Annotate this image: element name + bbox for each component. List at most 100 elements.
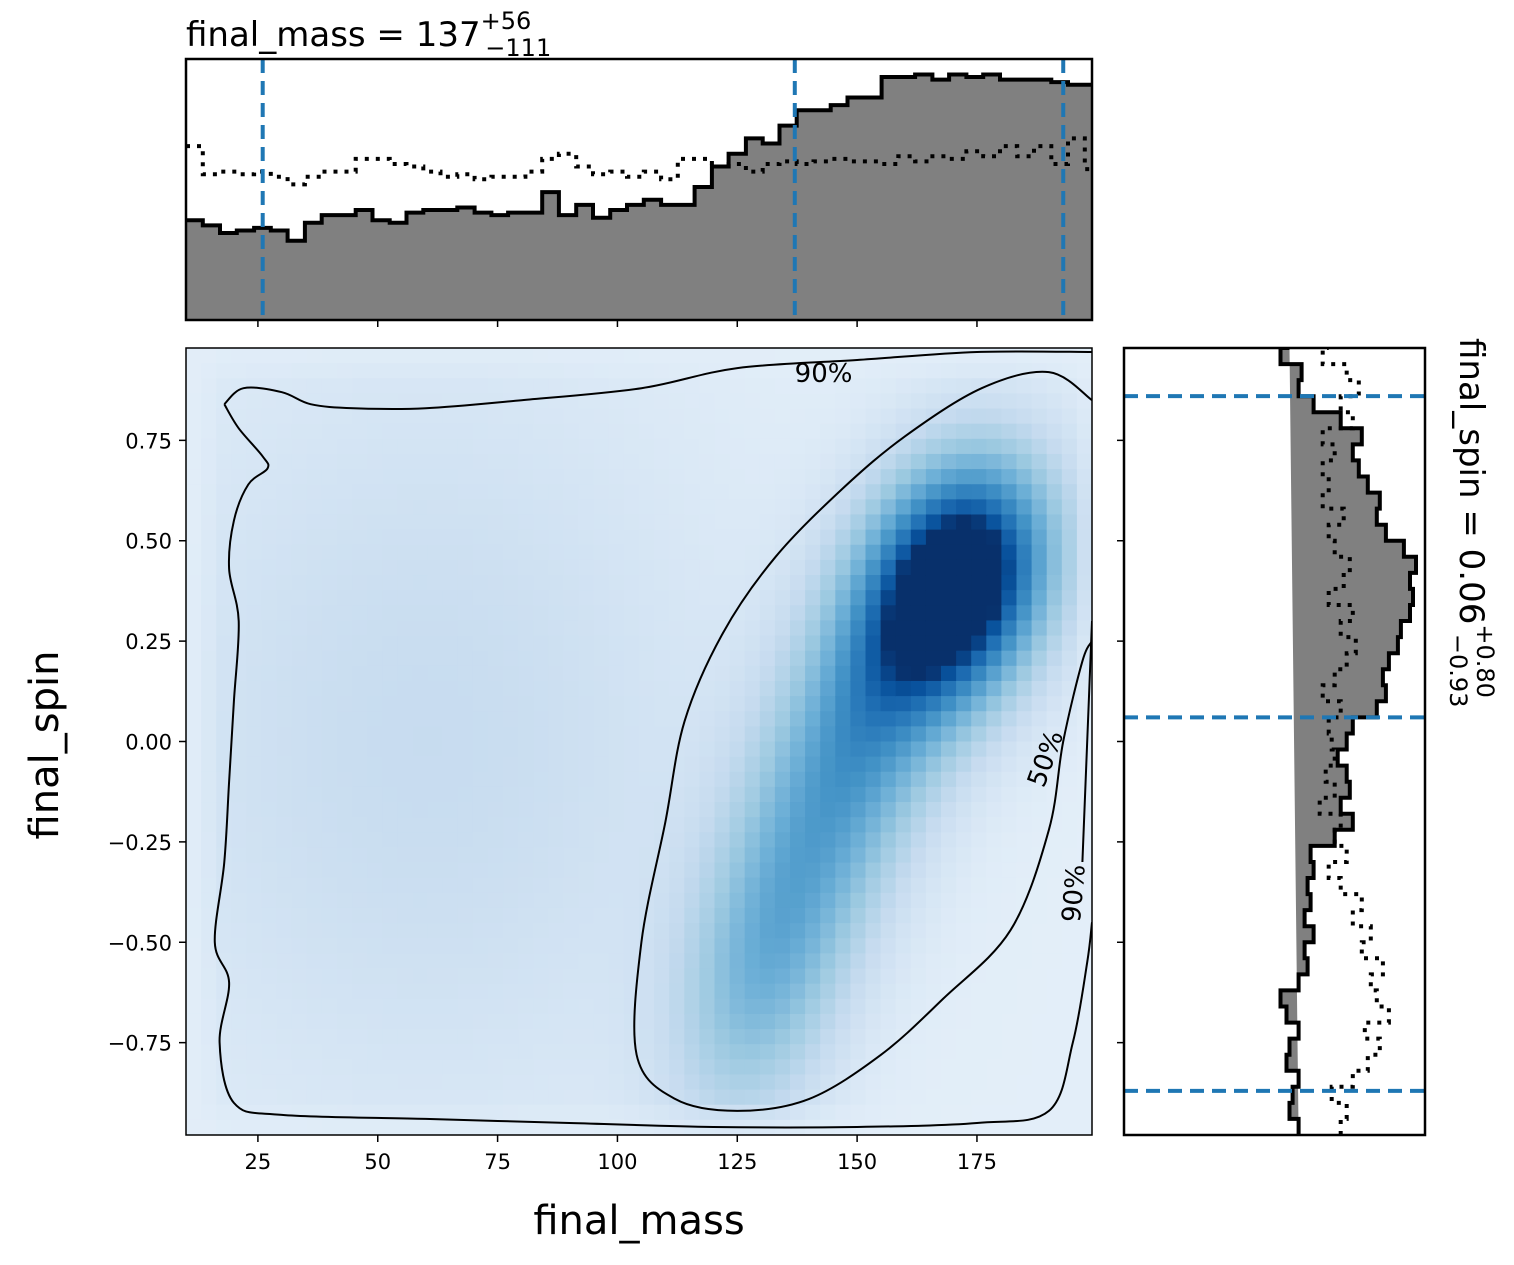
heatmap-cell: [805, 802, 821, 818]
heatmap-cell: [472, 1074, 489, 1091]
heatmap-cell: [231, 438, 247, 455]
heatmap-cell: [925, 514, 942, 531]
heatmap-cell: [1016, 741, 1033, 758]
y-tick-label: −0.75: [108, 1032, 172, 1056]
heatmap-cell: [352, 680, 368, 697]
heatmap-cell: [910, 408, 927, 425]
heatmap-cell: [669, 998, 685, 1015]
heatmap-cell: [563, 635, 580, 652]
heatmap-cell: [397, 817, 414, 833]
heatmap-cell: [1016, 862, 1033, 879]
heatmap-cell: [759, 1104, 776, 1121]
heatmap-cell: [457, 1044, 474, 1060]
heatmap-cell: [503, 423, 519, 440]
heatmap-cell: [442, 484, 459, 500]
heatmap-cell: [503, 453, 519, 470]
heatmap-cell: [820, 544, 836, 561]
heatmap-cell: [865, 1013, 882, 1030]
heatmap-cell: [1046, 680, 1063, 697]
heatmap-cell: [261, 680, 278, 697]
heatmap-cell: [639, 665, 655, 682]
heatmap-cell: [699, 1074, 716, 1091]
heatmap-cell: [352, 1104, 368, 1121]
heatmap-cell: [488, 847, 504, 864]
heatmap-cell: [865, 938, 882, 954]
heatmap-cell: [578, 453, 595, 470]
heatmap-cell: [186, 907, 202, 924]
heatmap-cell: [850, 635, 867, 652]
heatmap-cell: [971, 484, 987, 500]
heatmap-cell: [533, 1104, 549, 1121]
heatmap-cell: [623, 938, 640, 954]
heatmap-cell: [246, 363, 263, 379]
heatmap-cell: [1046, 1029, 1063, 1045]
heatmap-cell: [488, 711, 504, 727]
heatmap-cell: [956, 559, 972, 576]
heatmap-cell: [442, 605, 459, 622]
heatmap-cell: [291, 832, 308, 849]
heatmap-cell: [956, 832, 972, 849]
heatmap-cell: [608, 741, 625, 758]
heatmap-cell: [729, 968, 746, 985]
heatmap-cell: [382, 1013, 398, 1030]
heatmap-cell: [231, 499, 247, 516]
heatmap-cell: [291, 1104, 308, 1121]
heatmap-cell: [186, 968, 202, 985]
heatmap-cell: [291, 363, 308, 379]
heatmap-cell: [518, 680, 534, 697]
heatmap-cell: [714, 514, 731, 531]
heatmap-cell: [186, 499, 202, 516]
heatmap-cell: [805, 423, 821, 440]
heatmap-cell: [684, 544, 700, 561]
heatmap-cell: [699, 998, 716, 1015]
heatmap-cell: [367, 1089, 383, 1106]
heatmap-cell: [925, 907, 942, 924]
heatmap-cell: [518, 832, 534, 849]
heatmap-cell: [956, 938, 972, 954]
heatmap-cell: [1001, 363, 1018, 379]
heatmap-cell: [382, 453, 398, 470]
heatmap-cell: [1001, 1059, 1018, 1076]
heatmap-cell: [1001, 907, 1018, 924]
heatmap-cell: [412, 1089, 429, 1106]
heatmap-cell: [790, 620, 806, 637]
heatmap-cell: [488, 423, 504, 440]
heatmap-cell: [805, 575, 821, 591]
heatmap-cell: [246, 847, 263, 864]
heatmap-cell: [563, 817, 580, 833]
heatmap-cell: [850, 968, 867, 985]
heatmap-cell: [397, 393, 414, 410]
heatmap-cell: [925, 968, 942, 985]
heatmap-cell: [578, 998, 595, 1015]
heatmap-cell: [1016, 1029, 1033, 1045]
heatmap-cell: [608, 423, 625, 440]
heatmap-cell: [367, 635, 383, 652]
heatmap-cell: [684, 923, 700, 939]
contour-line-90pct-outer: [213, 403, 1092, 1129]
heatmap-cell: [503, 1119, 519, 1135]
heatmap-cell: [986, 665, 1002, 682]
heatmap-cell: [714, 1074, 731, 1091]
heatmap-cell: [865, 741, 882, 758]
heatmap-cell: [352, 892, 368, 909]
heatmap-cell: [729, 1029, 746, 1045]
heatmap-cell: [427, 484, 444, 500]
heatmap-cell: [1001, 817, 1018, 833]
heatmap-cell: [352, 696, 368, 712]
heatmap-cell: [488, 1104, 504, 1121]
heatmap-cell: [397, 1029, 414, 1045]
heatmap-cell: [472, 968, 489, 985]
heatmap-cell: [986, 393, 1002, 410]
heatmap-cell: [971, 1059, 987, 1076]
heatmap-cell: [820, 635, 836, 652]
heatmap-cell: [699, 983, 716, 1000]
heatmap-cell: [820, 438, 836, 455]
heatmap-cell: [352, 469, 368, 485]
right-panel-title: final_spin = 0.06+0.80−0.93: [1444, 338, 1499, 707]
heatmap-cell: [291, 771, 308, 788]
heatmap-cell: [216, 514, 232, 531]
heatmap-cell: [956, 484, 972, 500]
heatmap-cell: [488, 968, 504, 985]
heatmap-cell: [941, 953, 957, 970]
heatmap-cell: [1076, 575, 1092, 591]
